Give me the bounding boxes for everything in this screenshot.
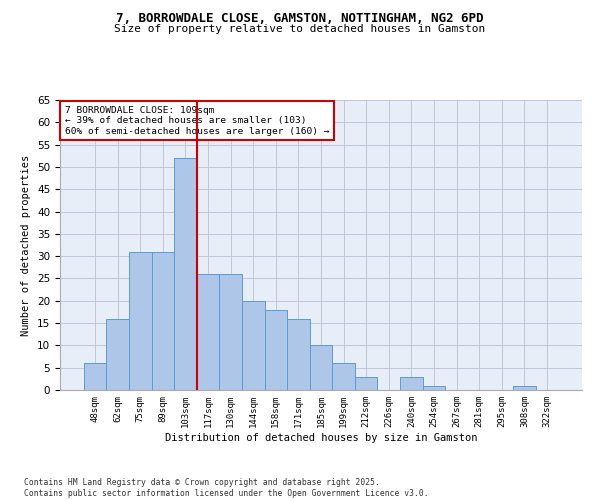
Bar (287, 318, 310, 390)
Bar (106, 318, 129, 390)
Bar (174, 158, 197, 390)
Bar (332, 363, 355, 390)
Text: Contains HM Land Registry data © Crown copyright and database right 2025.
Contai: Contains HM Land Registry data © Crown c… (24, 478, 428, 498)
Bar (242, 301, 265, 390)
Bar (84, 363, 106, 390)
X-axis label: Distribution of detached houses by size in Gamston: Distribution of detached houses by size … (165, 432, 477, 442)
Bar (422, 386, 445, 390)
Text: 7, BORROWDALE CLOSE, GAMSTON, NOTTINGHAM, NG2 6PD: 7, BORROWDALE CLOSE, GAMSTON, NOTTINGHAM… (116, 12, 484, 26)
Y-axis label: Number of detached properties: Number of detached properties (22, 154, 31, 336)
Text: Size of property relative to detached houses in Gamston: Size of property relative to detached ho… (115, 24, 485, 34)
Bar (197, 274, 220, 390)
Bar (220, 274, 242, 390)
Bar (129, 252, 152, 390)
Bar (513, 386, 536, 390)
Bar (265, 310, 287, 390)
Text: 7 BORROWDALE CLOSE: 109sqm
← 39% of detached houses are smaller (103)
60% of sem: 7 BORROWDALE CLOSE: 109sqm ← 39% of deta… (65, 106, 330, 136)
Bar (152, 252, 174, 390)
Bar (355, 376, 377, 390)
Bar (310, 346, 332, 390)
Bar (400, 376, 422, 390)
